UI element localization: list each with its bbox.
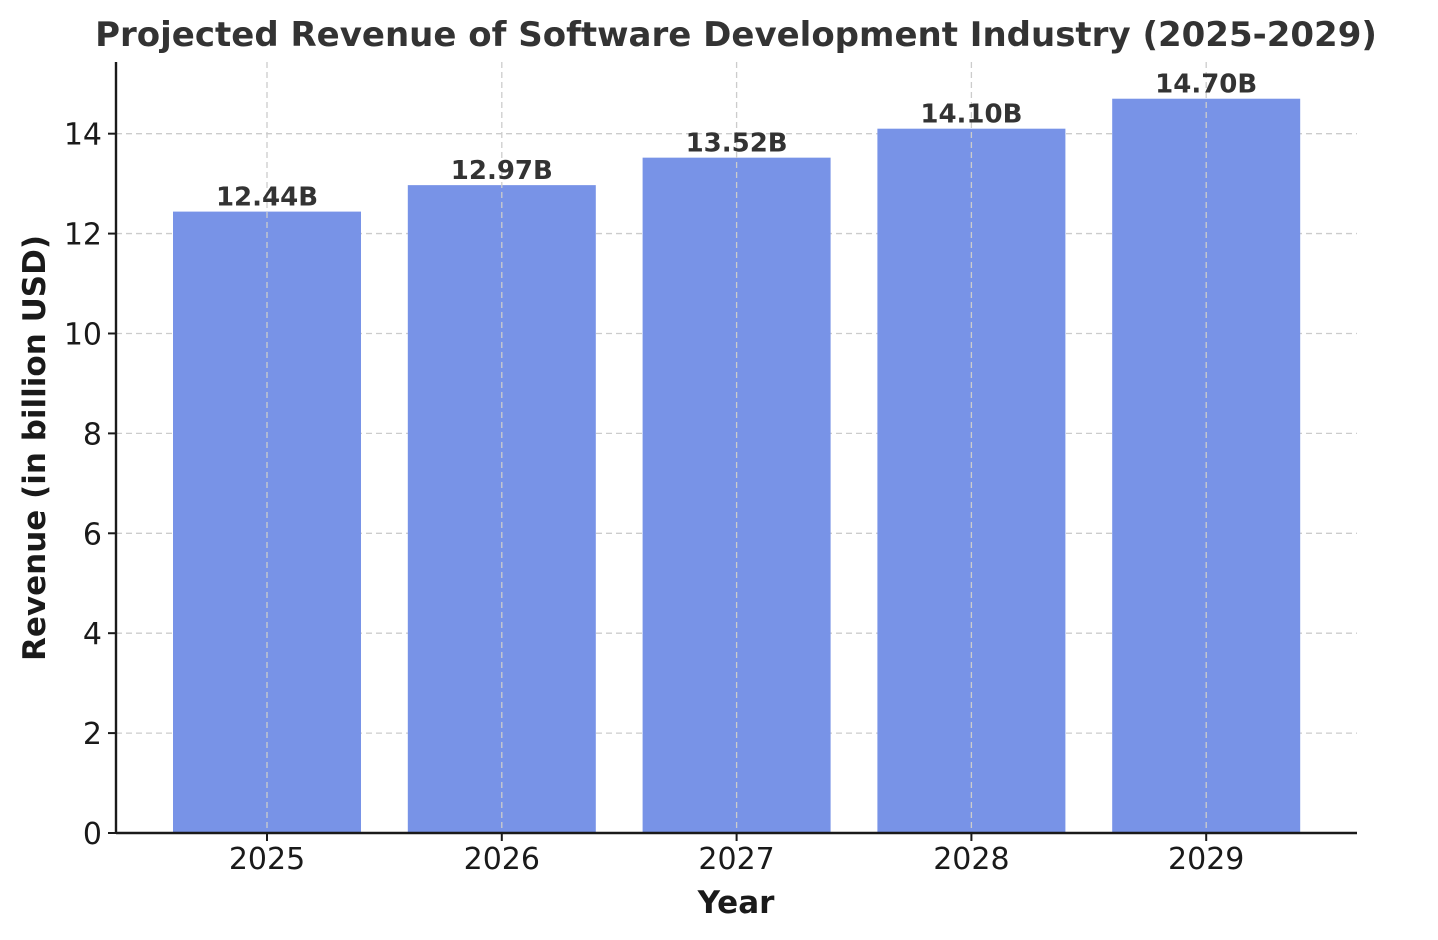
vertical-grid-lines (266, 62, 1207, 833)
data-label-2028: 14.10B (920, 100, 1022, 130)
x-tick-label-2027: 2027 (698, 842, 774, 877)
y-tick-label-6: 6 (83, 517, 102, 552)
x-tick-label-2029: 2029 (1168, 842, 1244, 877)
y-tick-label-12: 12 (64, 218, 102, 253)
x-tick-label-2026: 2026 (464, 842, 540, 877)
data-label-2027: 13.52B (686, 129, 788, 159)
y-tick-label-2: 2 (83, 717, 102, 752)
chart-title: Projected Revenue of Software Developmen… (95, 15, 1377, 55)
data-label-2029: 14.70B (1155, 70, 1257, 100)
y-tick-label-8: 8 (83, 417, 102, 452)
y-tick-label-14: 14 (64, 118, 102, 153)
y-tick-label-10: 10 (64, 317, 102, 352)
ticks: 0 2 4 6 8 10 12 14 2025 2026 2027 2028 2029 (64, 118, 1245, 877)
data-label-2026: 12.97B (451, 156, 553, 186)
x-tick-label-2025: 2025 (229, 842, 305, 877)
y-tick-label-4: 4 (83, 617, 102, 652)
bars (173, 98, 1301, 834)
y-tick-label-0: 0 (83, 817, 102, 852)
data-label-2025: 12.44B (216, 183, 318, 213)
x-tick-label-2028: 2028 (933, 842, 1009, 877)
y-axis-label: Revenue (in billion USD) (17, 235, 53, 661)
data-labels: 12.44B 12.97B 13.52B 14.10B 14.70B (216, 70, 1257, 213)
x-axis-label: Year (697, 885, 776, 921)
